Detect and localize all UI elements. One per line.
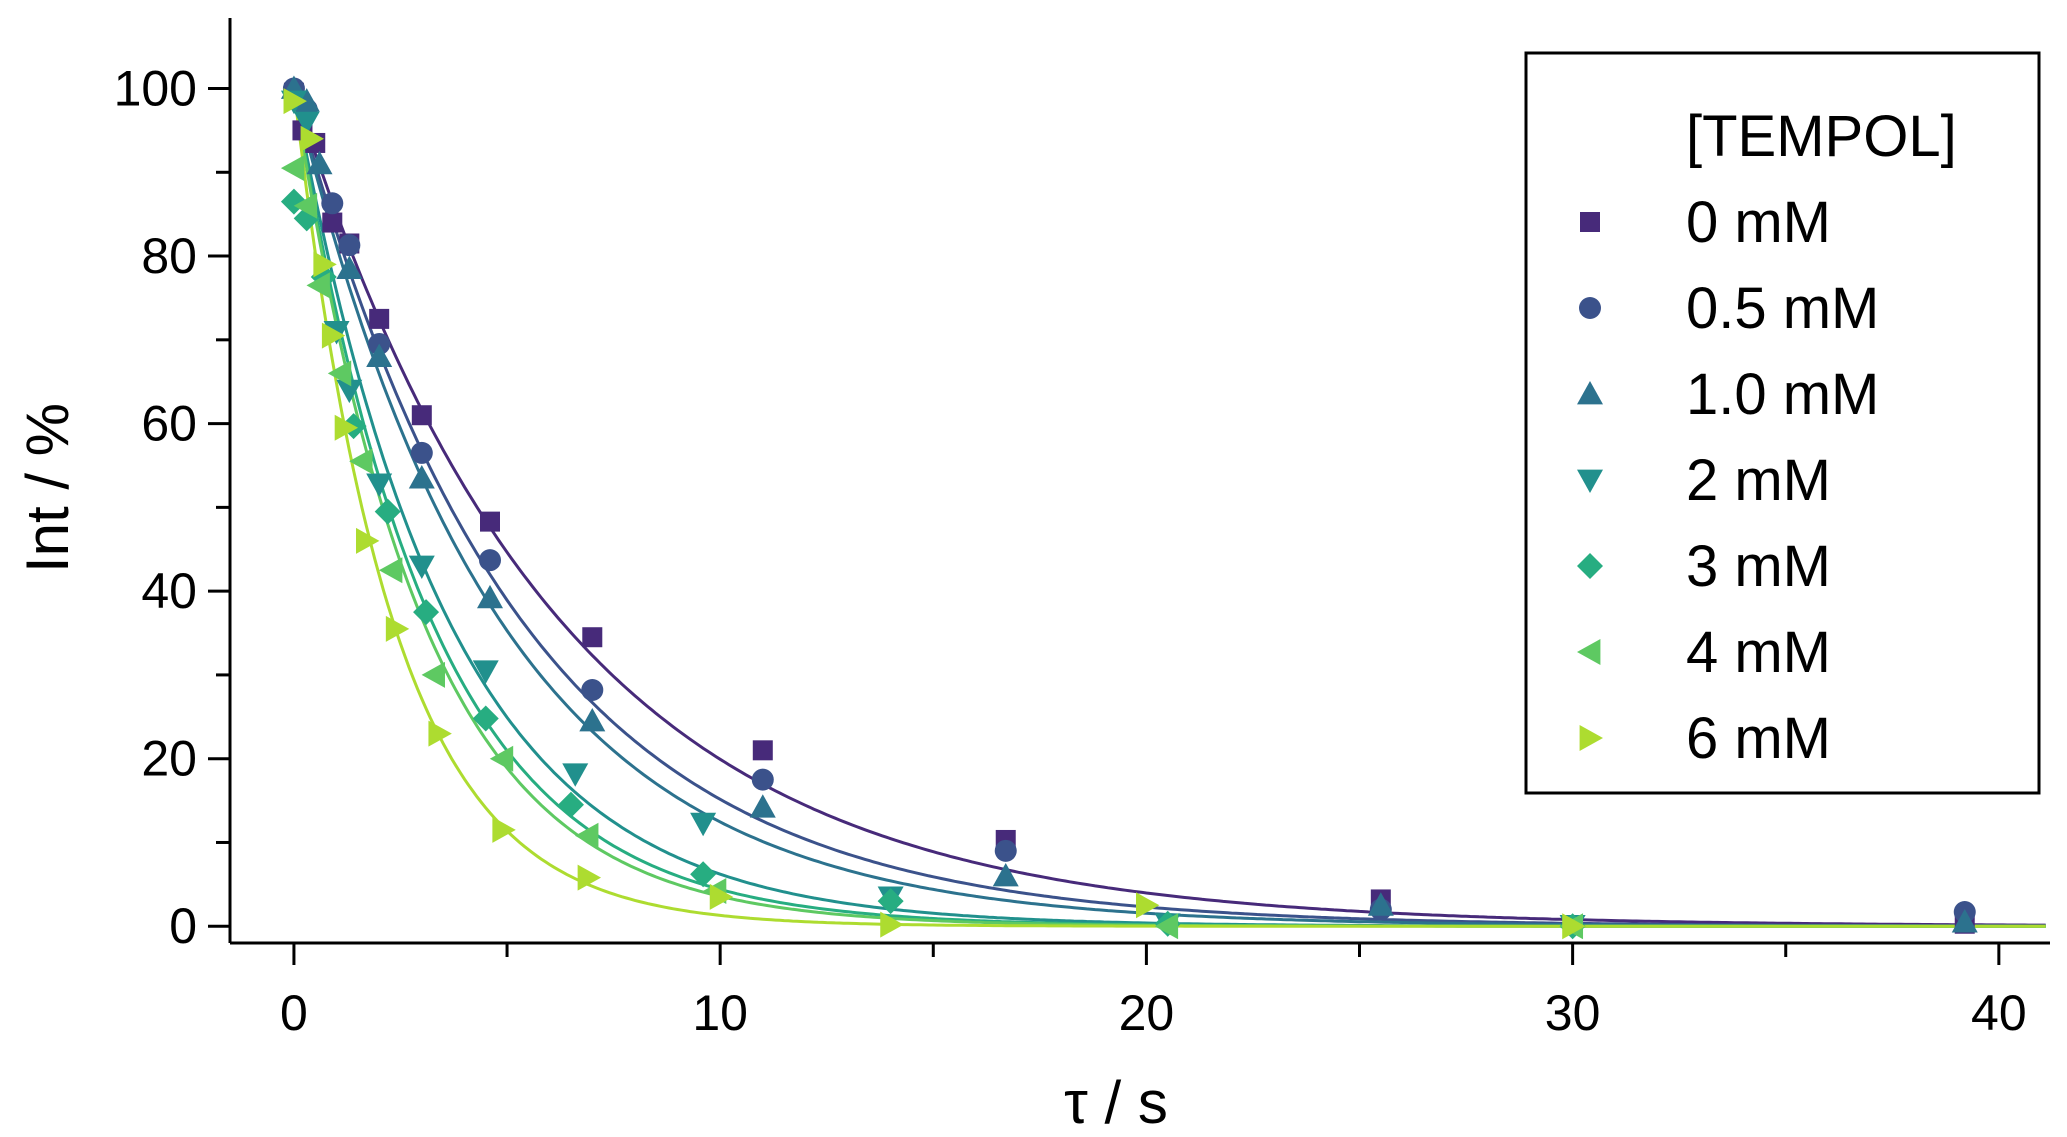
data-point — [366, 473, 393, 497]
data-point — [321, 192, 344, 215]
data-point — [579, 708, 606, 732]
x-tick-label: 0 — [280, 985, 308, 1041]
data-point — [369, 308, 390, 329]
data-point — [472, 660, 499, 684]
data-point — [690, 861, 717, 888]
x-tick-label: 30 — [1545, 985, 1601, 1041]
data-point — [575, 822, 599, 849]
data-point — [577, 864, 602, 891]
data-point — [709, 883, 734, 910]
data-points — [280, 75, 1978, 940]
data-point — [313, 251, 337, 278]
legend-marker — [1579, 297, 1601, 319]
data-point — [1951, 909, 1978, 933]
data-point — [410, 441, 433, 464]
data-point — [338, 234, 361, 257]
data-point — [1135, 892, 1160, 919]
legend-label: 0 mM — [1686, 190, 1831, 255]
axes: 0 10 20 30 40 0 20 40 60 80 100 — [114, 18, 2050, 1041]
legend-box — [1524, 51, 2041, 795]
data-point — [293, 111, 320, 136]
data-point — [280, 155, 305, 182]
data-point — [1154, 913, 1179, 940]
data-point — [877, 888, 904, 915]
data-point — [751, 768, 774, 791]
data-point — [421, 661, 445, 688]
data-point — [378, 557, 403, 584]
data-point — [336, 255, 363, 280]
x-axis-label: τ / s — [1064, 1069, 1168, 1136]
legend-label: 3 mM — [1686, 534, 1831, 599]
x-tick-label: 20 — [1119, 985, 1175, 1041]
data-point — [300, 125, 324, 152]
y-tick-label: 60 — [141, 396, 197, 452]
data-point — [366, 343, 393, 367]
data-point — [479, 549, 501, 572]
data-point — [413, 599, 440, 626]
data-point — [408, 555, 435, 580]
legend-marker — [1577, 639, 1601, 665]
data-point — [408, 465, 435, 489]
data-point — [306, 150, 333, 175]
legend-title: [TEMPOL] — [1686, 104, 1957, 169]
y-tick-label: 80 — [141, 228, 197, 284]
data-point — [355, 527, 380, 554]
data-point — [489, 745, 514, 772]
data-point — [1367, 892, 1394, 916]
legend-marker — [1580, 212, 1600, 232]
data-point — [322, 212, 343, 233]
y-tick-label: 0 — [169, 898, 197, 954]
legend: [TEMPOL] 0 mM 0.5 mM 1.0 mM 2 mM 3 mM 4 mM 6 m… — [1524, 51, 2041, 795]
legend-label: 0.5 mM — [1686, 276, 1879, 341]
data-point — [293, 192, 318, 219]
legend-label: 1.0 mM — [1686, 362, 1879, 427]
legend-label: 6 mM — [1686, 706, 1831, 771]
data-point — [752, 740, 773, 761]
x-tick-label: 10 — [692, 985, 748, 1041]
legend-marker — [1577, 553, 1603, 579]
data-point — [349, 448, 373, 475]
data-point — [428, 720, 452, 747]
data-point — [327, 360, 352, 387]
data-point — [283, 88, 307, 115]
fit-curve — [292, 88, 2046, 927]
data-point — [880, 911, 904, 938]
data-point — [690, 812, 717, 837]
data-point — [477, 584, 503, 609]
data-point — [492, 816, 516, 843]
data-point — [1562, 913, 1586, 940]
data-point — [994, 839, 1017, 862]
data-point — [472, 705, 499, 732]
data-point — [306, 272, 330, 299]
data-point — [334, 414, 359, 441]
y-axis-label: Int / % — [14, 403, 81, 573]
data-point — [749, 794, 776, 818]
legend-marker — [1577, 469, 1603, 493]
data-point — [557, 791, 584, 818]
y-tick-label: 40 — [141, 563, 197, 619]
data-point — [582, 627, 603, 648]
data-point — [293, 88, 320, 112]
x-tick-label: 40 — [1971, 985, 2027, 1041]
data-point — [411, 405, 432, 426]
data-point — [385, 615, 410, 642]
data-point — [581, 679, 604, 702]
data-point — [992, 862, 1019, 887]
legend-marker — [1579, 725, 1603, 751]
data-point — [562, 763, 589, 787]
legend-marker — [1577, 381, 1603, 405]
data-point — [321, 322, 346, 349]
legend-label: 2 mM — [1686, 448, 1831, 513]
y-tick-label: 100 — [114, 61, 197, 117]
data-point — [336, 379, 363, 404]
y-tick-label: 20 — [141, 731, 197, 787]
data-point — [374, 498, 401, 525]
legend-label: 4 mM — [1686, 620, 1831, 685]
data-point — [480, 511, 500, 532]
